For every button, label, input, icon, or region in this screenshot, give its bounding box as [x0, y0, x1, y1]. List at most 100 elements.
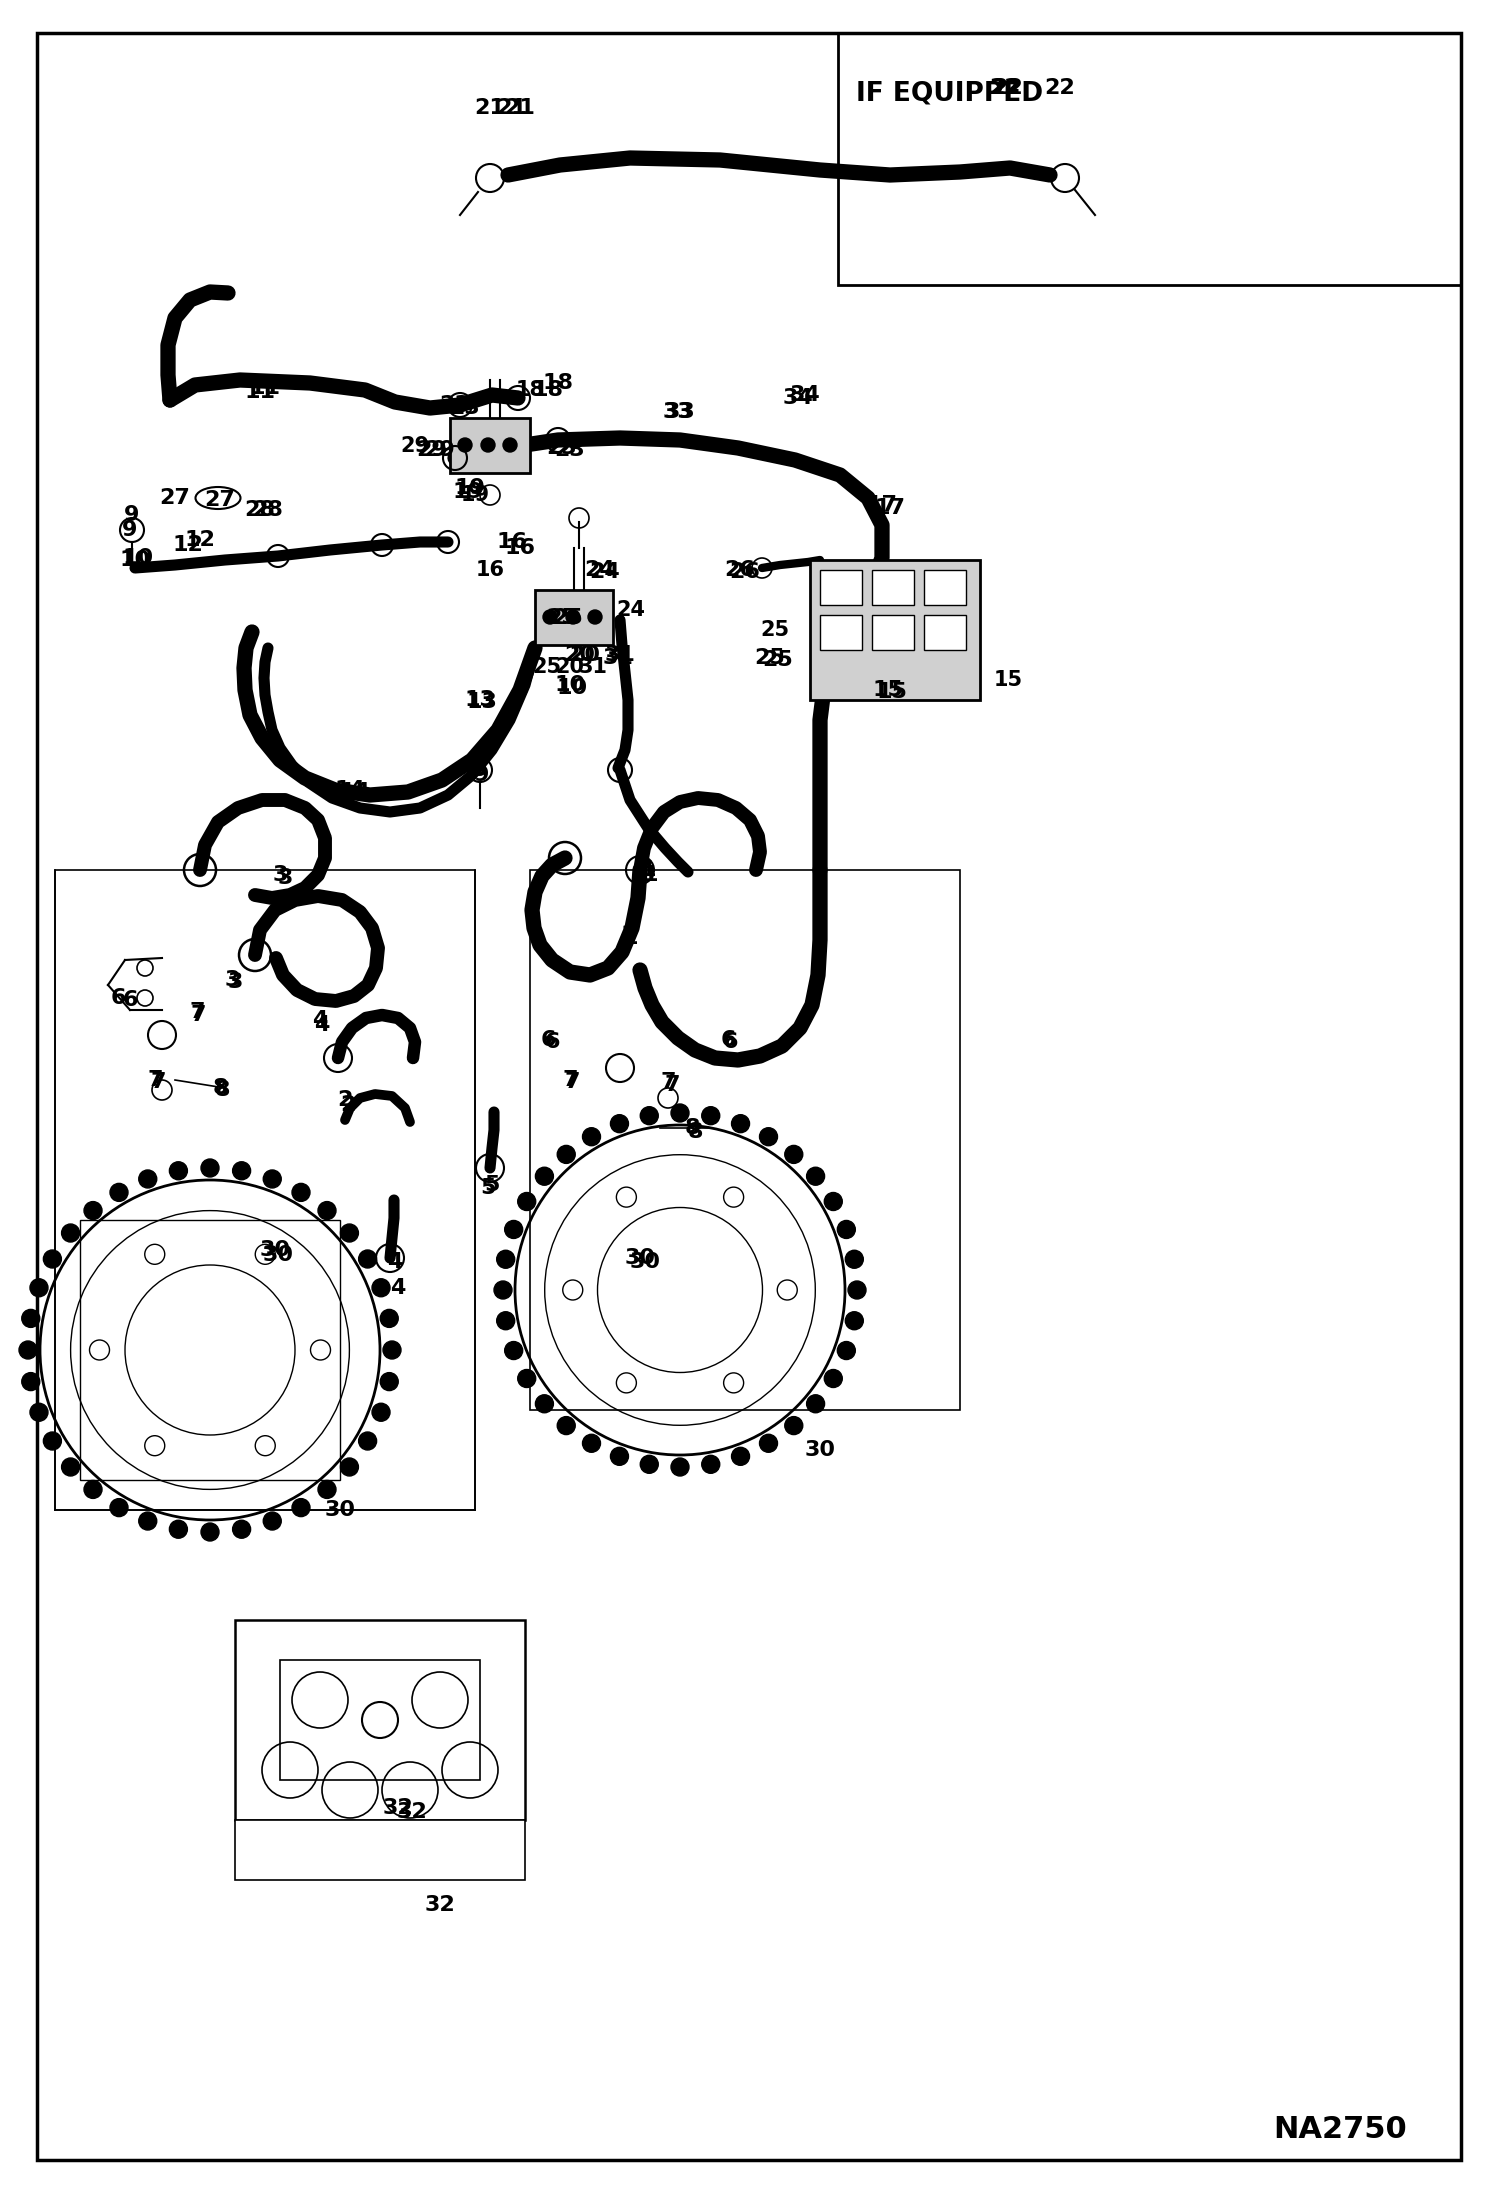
Circle shape [505, 1222, 523, 1239]
Text: 6: 6 [111, 989, 126, 1009]
Circle shape [61, 1224, 79, 1241]
Text: 9: 9 [123, 520, 138, 539]
Text: 18: 18 [515, 379, 544, 399]
Text: 32: 32 [397, 1803, 427, 1822]
Circle shape [358, 1250, 376, 1268]
Circle shape [84, 1202, 102, 1219]
Text: 7: 7 [190, 1004, 205, 1024]
Bar [872, 570, 914, 605]
Circle shape [518, 1368, 536, 1388]
Bar [819, 570, 861, 605]
Circle shape [845, 1311, 863, 1329]
Text: 8: 8 [214, 1079, 229, 1101]
Text: 34: 34 [782, 388, 813, 408]
Text: 12: 12 [184, 531, 216, 550]
Text: 31: 31 [578, 658, 608, 678]
Text: 30: 30 [259, 1239, 291, 1261]
Circle shape [340, 1224, 358, 1241]
Text: 19: 19 [452, 482, 484, 502]
Circle shape [824, 1193, 842, 1211]
Circle shape [61, 1458, 79, 1476]
Circle shape [837, 1342, 855, 1360]
Circle shape [824, 1368, 842, 1388]
Circle shape [201, 1522, 219, 1542]
Circle shape [232, 1520, 250, 1537]
Text: 9: 9 [475, 765, 490, 785]
Text: 20: 20 [556, 658, 584, 678]
Text: 25: 25 [761, 621, 789, 640]
Circle shape [583, 1127, 601, 1145]
Text: 14: 14 [340, 783, 370, 803]
Circle shape [731, 1447, 749, 1465]
Text: 3: 3 [273, 864, 288, 886]
Text: 22: 22 [1044, 79, 1076, 99]
Circle shape [84, 1480, 102, 1498]
Circle shape [497, 1311, 515, 1329]
Bar [872, 614, 914, 649]
Text: 17: 17 [875, 498, 905, 518]
Circle shape [785, 1145, 803, 1164]
Circle shape [43, 1250, 61, 1268]
Circle shape [383, 1340, 401, 1360]
Circle shape [759, 1434, 777, 1452]
Circle shape [806, 1167, 824, 1184]
Text: 24: 24 [617, 601, 646, 621]
Text: 4: 4 [391, 1279, 406, 1298]
Text: 32: 32 [424, 1895, 455, 1914]
Text: 18: 18 [532, 379, 563, 399]
Text: 28: 28 [244, 500, 276, 520]
Text: 1: 1 [643, 864, 658, 886]
Circle shape [169, 1520, 187, 1537]
Text: 21: 21 [496, 99, 527, 118]
Circle shape [264, 1171, 282, 1189]
Text: 29: 29 [416, 441, 448, 461]
Circle shape [458, 439, 472, 452]
Text: 7: 7 [565, 1072, 580, 1092]
Circle shape [535, 1395, 553, 1412]
Circle shape [109, 1184, 127, 1202]
Text: 34: 34 [789, 386, 821, 406]
Text: 7: 7 [661, 1072, 676, 1092]
Text: 3: 3 [228, 971, 243, 991]
Circle shape [318, 1202, 336, 1219]
Circle shape [848, 1281, 866, 1298]
Text: 6: 6 [541, 1031, 556, 1050]
Circle shape [22, 1373, 40, 1390]
Text: 4: 4 [312, 1011, 328, 1031]
Circle shape [109, 1498, 127, 1518]
Circle shape [701, 1107, 719, 1125]
Text: 30: 30 [629, 1252, 661, 1272]
Text: 32: 32 [382, 1798, 413, 1818]
Text: 25: 25 [553, 607, 583, 627]
Text: 19: 19 [454, 478, 485, 498]
Text: 33: 33 [662, 401, 694, 421]
Circle shape [169, 1162, 187, 1180]
Circle shape [292, 1498, 310, 1518]
Text: 8: 8 [688, 1123, 703, 1143]
Text: 22: 22 [993, 79, 1023, 99]
Text: 15: 15 [872, 680, 903, 700]
Circle shape [380, 1309, 398, 1327]
Text: 10: 10 [556, 678, 587, 697]
Bar [55, 871, 475, 1511]
Circle shape [292, 1184, 310, 1202]
Text: 7: 7 [147, 1070, 163, 1090]
Bar [235, 1820, 524, 1879]
Text: 30: 30 [262, 1246, 294, 1265]
Bar [924, 614, 966, 649]
Circle shape [318, 1480, 336, 1498]
Text: 17: 17 [866, 496, 897, 515]
Circle shape [19, 1340, 37, 1360]
Text: 20: 20 [565, 645, 596, 664]
Circle shape [139, 1511, 157, 1531]
Circle shape [30, 1404, 48, 1421]
Text: 9: 9 [472, 761, 488, 781]
Circle shape [264, 1511, 282, 1531]
Circle shape [845, 1250, 863, 1268]
Text: 10: 10 [554, 675, 586, 695]
Text: 1: 1 [640, 860, 656, 879]
Circle shape [43, 1432, 61, 1450]
Bar [280, 1660, 479, 1781]
Circle shape [731, 1114, 749, 1132]
Text: 25: 25 [532, 658, 562, 678]
